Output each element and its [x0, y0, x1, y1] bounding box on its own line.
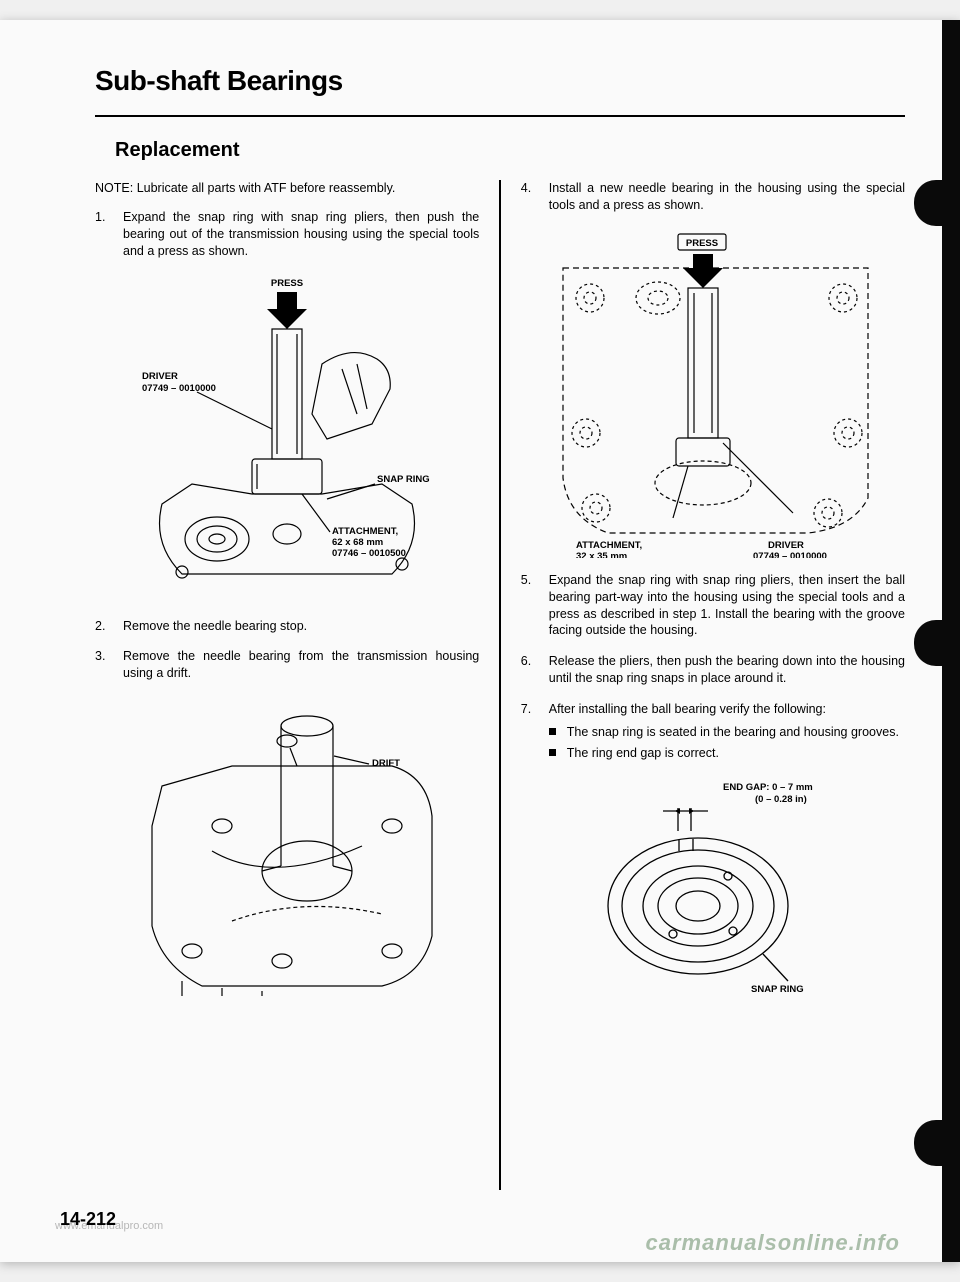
step-5: Expand the snap ring with snap ring plie…: [521, 572, 905, 640]
label-driver-part: 07749 – 0010000: [753, 551, 827, 558]
right-step-list-2: Expand the snap ring with snap ring plie…: [521, 572, 905, 762]
manual-page: Sub-shaft Bearings Replacement NOTE: Lub…: [0, 20, 960, 1262]
step-1: Expand the snap ring with snap ring plie…: [95, 209, 479, 260]
two-column-body: NOTE: Lubricate all parts with ATF befor…: [95, 180, 905, 1190]
bullet-1: The snap ring is seated in the bearing a…: [549, 724, 905, 741]
watermark-site: carmanualsonline.info: [646, 1230, 901, 1256]
section-title: Replacement: [115, 139, 905, 162]
index-tab: [914, 180, 942, 226]
label-driver: DRIVER: [142, 371, 178, 382]
left-step-list: Expand the snap ring with snap ring plie…: [95, 209, 479, 260]
label-attachment-size: 62 x 68 mm: [332, 537, 383, 548]
left-step-list-cont: Remove the needle bearing stop. Remove t…: [95, 618, 479, 683]
step-7-text: After installing the ball bearing verify…: [549, 702, 826, 716]
label-snap-ring: SNAP RING: [377, 474, 430, 485]
label-attachment-size: 32 x 35 mm: [576, 551, 627, 558]
label-attachment: ATTACHMENT,: [576, 540, 642, 551]
figure-snap-ring-gap: END GAP: 0 – 7 mm (0 – 0.28 in): [583, 776, 843, 996]
note-line: NOTE: Lubricate all parts with ATF befor…: [95, 180, 479, 197]
step-2: Remove the needle bearing stop.: [95, 618, 479, 635]
page-number: 14-212: [60, 1209, 116, 1230]
label-driver-part: 07749 – 0010000: [142, 383, 216, 394]
note-label: NOTE:: [95, 181, 133, 195]
step-4: Install a new needle bearing in the hous…: [521, 180, 905, 214]
step-3: Remove the needle bearing from the trans…: [95, 648, 479, 682]
index-tab: [914, 1120, 942, 1166]
label-attachment: ATTACHMENT,: [332, 526, 398, 537]
label-attachment-part: 07746 – 0010500: [332, 548, 406, 559]
title-rule: [95, 115, 905, 117]
right-column: Install a new needle bearing in the hous…: [501, 180, 905, 1190]
figure-drift: DRIFT: [132, 696, 442, 996]
figure-press-assembly: PRESS DRIVER 07749 – 0010000: [122, 274, 452, 604]
label-driver: DRIVER: [768, 540, 804, 551]
label-end-gap: END GAP: 0 – 7 mm: [723, 782, 813, 793]
figure-install-bearing: PRESS: [538, 228, 888, 558]
note-text: Lubricate all parts with ATF before reas…: [137, 181, 396, 195]
verify-bullets: The snap ring is seated in the bearing a…: [549, 724, 905, 762]
label-press: PRESS: [271, 278, 303, 289]
label-snap-ring: SNAP RING: [751, 984, 804, 995]
step-7: After installing the ball bearing verify…: [521, 701, 905, 762]
right-step-list: Install a new needle bearing in the hous…: [521, 180, 905, 214]
bullet-2: The ring end gap is correct.: [549, 745, 905, 762]
page-title: Sub-shaft Bearings: [95, 65, 905, 97]
step-6: Release the pliers, then push the bearin…: [521, 653, 905, 687]
label-press: PRESS: [686, 238, 718, 249]
label-end-gap-sub: (0 – 0.28 in): [755, 794, 807, 805]
index-tab: [914, 620, 942, 666]
left-column: NOTE: Lubricate all parts with ATF befor…: [95, 180, 499, 1190]
spine-bar: [942, 20, 960, 1262]
